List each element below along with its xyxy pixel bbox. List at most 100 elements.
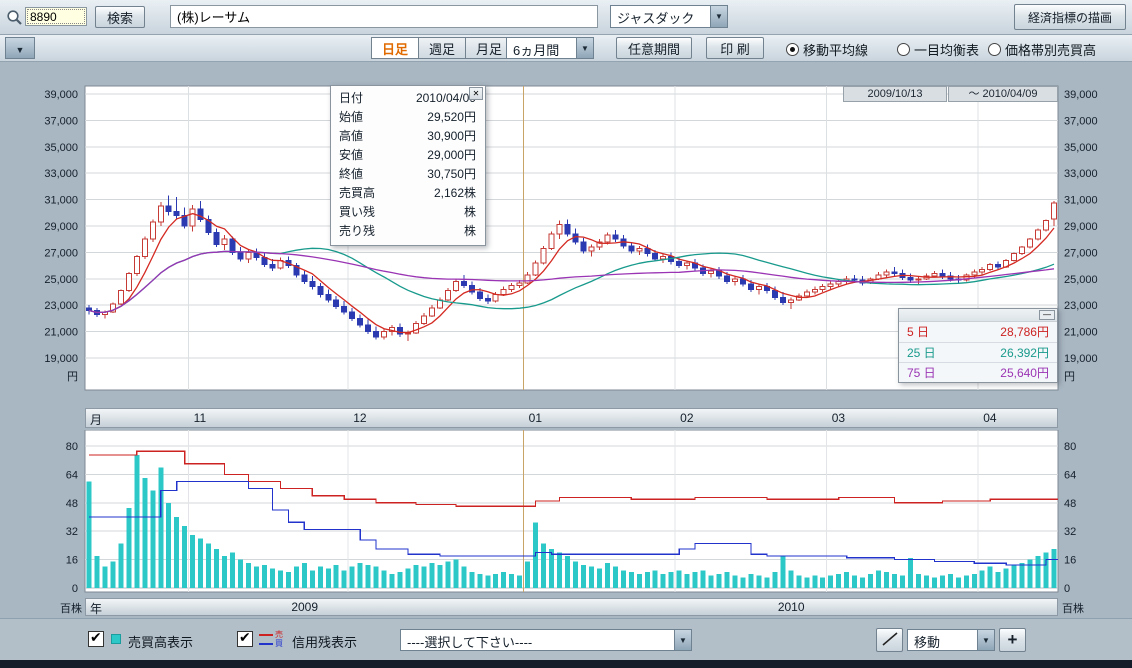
svg-text:48: 48 — [66, 498, 78, 510]
draw-tool-select[interactable]: 移動 — [907, 629, 995, 651]
svg-text:27,000: 27,000 — [44, 247, 78, 259]
svg-text:21,000: 21,000 — [44, 327, 78, 339]
price-chart-canvas[interactable]: 19,000 19,000 21,000 21,000 23,000 23,000 25,0… — [0, 62, 1132, 406]
indicator-select[interactable]: ----選択して下さい---- — [400, 629, 692, 651]
svg-text:31,000: 31,000 — [44, 195, 78, 207]
ma-label: 25 日 — [907, 346, 936, 360]
info-row-date: 日付 2010/04/09 — [331, 89, 485, 108]
info-value: 株 — [463, 224, 476, 238]
info-label: 日付 — [339, 91, 364, 105]
economic-indicator-button[interactable]: 経済指標の描画 — [1014, 4, 1126, 30]
info-row-high: 高値 30,900円 — [331, 127, 485, 146]
date-range-start: 2009/10/13 — [843, 86, 947, 102]
radio-ichimoku[interactable]: 一目均衡表 — [897, 40, 979, 59]
info-row-low: 安値 29,000円 — [331, 146, 485, 165]
stock-code-input[interactable] — [25, 7, 87, 26]
svg-text:19,000: 19,000 — [1064, 353, 1098, 365]
svg-text:円: 円 — [1064, 371, 1075, 383]
svg-text:31,000: 31,000 — [1064, 195, 1098, 207]
ma-value: 28,786円 — [1000, 325, 1049, 339]
svg-text:33,000: 33,000 — [44, 168, 78, 180]
radio-selected-icon — [786, 43, 799, 56]
ma-label: 5 日 — [907, 325, 930, 339]
info-label: 高値 — [339, 129, 364, 143]
timeframe-tabs: 日足 週足 月足 — [371, 37, 514, 59]
chevron-down-icon — [710, 6, 727, 27]
svg-text:21,000: 21,000 — [1064, 327, 1098, 339]
year-axis-unit: 年 — [90, 602, 103, 616]
svg-text:39,000: 39,000 — [44, 89, 78, 101]
print-button[interactable]: 印 刷 — [706, 37, 764, 59]
info-label: 終値 — [339, 167, 364, 181]
volume-chart-region: 0 0 16 16 32 32 48 48 64 64 80 80 — [0, 430, 1132, 596]
info-value: 29,520円 — [427, 110, 476, 124]
info-label: 売買高 — [339, 186, 376, 200]
volume-display-checkbox[interactable] — [88, 629, 104, 647]
radio-volume-by-price[interactable]: 価格帯別売買高 — [988, 40, 1096, 59]
radio-moving-average-label: 移動平均線 — [803, 43, 869, 58]
month-axis-unit: 月 — [90, 413, 103, 427]
month-label: 12 — [353, 411, 367, 425]
volume-color-swatch — [111, 634, 121, 644]
tab-daily[interactable]: 日足 — [371, 37, 420, 59]
svg-text:80: 80 — [66, 441, 78, 453]
info-value: 30,900円 — [427, 129, 476, 143]
period-select[interactable]: 6ヵ月間 — [506, 37, 594, 59]
stock-name-input[interactable] — [170, 5, 598, 28]
indicator-select-value: ----選択して下さい---- — [407, 635, 533, 650]
radio-unselected-icon — [897, 43, 910, 56]
svg-text:0: 0 — [1064, 583, 1070, 595]
margin-display-checkbox[interactable] — [237, 629, 253, 647]
info-value: 30,750円 — [427, 167, 476, 181]
svg-text:80: 80 — [1064, 441, 1076, 453]
svg-text:16: 16 — [66, 555, 78, 567]
price-chart-region: 19,000 19,000 21,000 21,000 23,000 23,000 25,0… — [0, 62, 1132, 406]
info-label: 買い残 — [339, 205, 376, 219]
info-label: 売り残 — [339, 224, 376, 238]
ma-value: 26,392円 — [1000, 346, 1049, 360]
info-row-volume: 売買高 2,162株 — [331, 184, 485, 203]
ma-row-25day: 25 日 26,392円 — [899, 342, 1057, 362]
svg-text:33,000: 33,000 — [1064, 168, 1098, 180]
info-value: 2010/04/09 — [415, 91, 476, 105]
trendline-tool-button[interactable] — [876, 628, 903, 652]
market-select[interactable]: ジャスダック — [610, 5, 728, 28]
tab-weekly[interactable]: 週足 — [418, 37, 467, 59]
ma-value: 25,640円 — [1000, 366, 1049, 380]
info-value: 29,000円 — [427, 148, 476, 162]
svg-text:25,000: 25,000 — [44, 274, 78, 286]
volume-chart-canvas[interactable]: 0 0 16 16 32 32 48 48 64 64 80 80 — [0, 430, 1132, 596]
radio-volume-by-price-label: 価格帯別売買高 — [1005, 43, 1097, 58]
svg-text:円: 円 — [67, 371, 78, 383]
zoom-in-button[interactable]: + — [999, 628, 1026, 652]
period-select-value: 6ヵ月間 — [513, 43, 560, 58]
svg-text:23,000: 23,000 — [1064, 300, 1098, 312]
custom-period-button[interactable]: 任意期間 — [616, 37, 692, 59]
info-row-open: 始値 29,520円 — [331, 108, 485, 127]
month-label: 02 — [680, 411, 694, 425]
month-axis-row: 月 11 12 01 02 03 04 — [0, 406, 1132, 430]
ma-label: 75 日 — [907, 366, 936, 380]
svg-text:64: 64 — [66, 469, 78, 481]
search-button[interactable]: 検索 — [95, 6, 145, 28]
month-label: 04 — [983, 411, 997, 425]
market-select-value: ジャスダック — [617, 11, 695, 26]
radio-moving-average[interactable]: 移動平均線 — [786, 40, 868, 59]
sell-line-icon — [259, 633, 273, 636]
svg-text:23,000: 23,000 — [44, 300, 78, 312]
svg-text:19,000: 19,000 — [44, 353, 78, 365]
month-label: 11 — [193, 411, 207, 425]
search-icon — [6, 9, 23, 31]
chevron-down-icon — [576, 38, 593, 58]
chevron-down-icon — [977, 630, 994, 650]
month-axis-bar: 月 11 12 01 02 03 04 — [85, 408, 1058, 428]
info-label: 安値 — [339, 148, 364, 162]
month-label: 03 — [831, 411, 846, 425]
volume-unit-left: 百株 — [60, 603, 82, 615]
close-icon[interactable]: ✕ — [469, 87, 483, 100]
corner-dropdown-button[interactable] — [5, 37, 35, 59]
svg-text:29,000: 29,000 — [44, 221, 78, 233]
price-info-popup: ✕ 日付 2010/04/09 始値 29,520円 高値 30,900円 安値… — [330, 85, 486, 246]
svg-text:0: 0 — [72, 583, 78, 595]
minimize-icon[interactable]: — — [1039, 310, 1055, 320]
